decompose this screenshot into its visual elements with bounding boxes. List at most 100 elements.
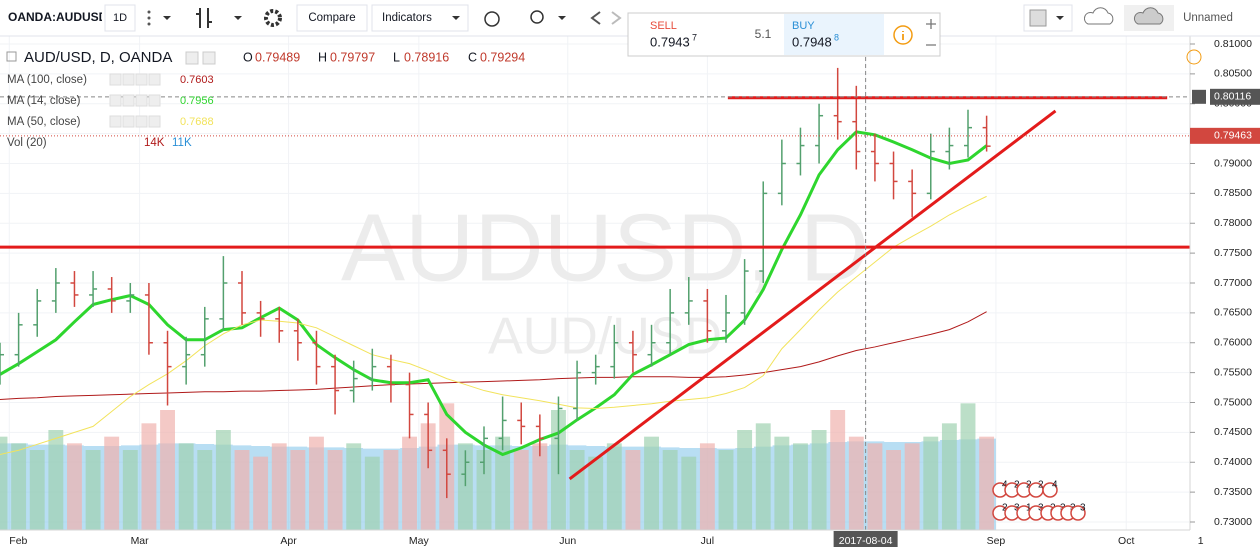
ma-control[interactable] — [148, 73, 161, 86]
volume-bar — [178, 443, 194, 530]
volume-bar — [662, 450, 678, 530]
undo-button[interactable] — [590, 11, 601, 25]
volume-bar — [625, 450, 641, 530]
buy-label: BUY — [792, 20, 815, 32]
dropdown-arrow[interactable] — [163, 16, 171, 20]
ma-control[interactable] — [122, 73, 135, 86]
volume-bar — [830, 410, 846, 530]
dropdown-arrow[interactable] — [452, 16, 460, 20]
ma-legend: MA (100, close) 0.7603 MA (14, close) 0.795… — [7, 73, 214, 128]
volume-bar — [11, 443, 27, 530]
volume-bar — [29, 450, 45, 530]
settings-button[interactable] — [264, 9, 282, 27]
watermark-sub: AUD/USD — [488, 308, 722, 366]
load-button[interactable] — [1083, 7, 1114, 25]
volume-bar — [718, 450, 734, 530]
volume-bar — [346, 443, 362, 530]
ma-control[interactable] — [109, 73, 122, 86]
qty-buttons[interactable] — [926, 19, 936, 46]
volume-bar — [755, 423, 771, 530]
volume-bar — [122, 450, 138, 530]
ohlc-value: 0.79294 — [480, 50, 525, 64]
compare-button[interactable] — [296, 4, 368, 32]
trend-line — [568, 109, 1057, 481]
collapse-icon[interactable] — [6, 51, 17, 62]
volume-bar — [0, 436, 8, 530]
volume-bar — [290, 450, 306, 530]
alert-icon[interactable] — [1186, 49, 1202, 65]
ma-value: 0.7603 — [180, 74, 214, 86]
symbol-input[interactable]: OANDA:AUDUSD — [8, 10, 108, 24]
ma-control[interactable] — [122, 94, 135, 107]
alert-button[interactable] — [484, 11, 500, 27]
info-icon[interactable] — [893, 25, 913, 45]
sell-button[interactable] — [644, 14, 742, 55]
last-price-label: 0.79463 — [1214, 130, 1252, 142]
volume-bar — [979, 436, 995, 530]
y-tick-label: 0.77000 — [1214, 277, 1252, 289]
volume-bar — [793, 443, 808, 530]
crosshair-price-tag — [1210, 88, 1260, 105]
bar-style-icon[interactable] — [196, 8, 212, 28]
volume-bar — [234, 450, 250, 530]
y-tick-label: 0.76500 — [1214, 307, 1252, 319]
volume-bar — [85, 450, 101, 530]
x-tick-label: 1 — [1198, 535, 1204, 547]
compare-label: Compare — [308, 12, 355, 24]
volume-bar — [495, 436, 511, 530]
chart-type-button[interactable] — [1023, 4, 1073, 32]
ma-control[interactable] — [109, 115, 122, 128]
indicators-button[interactable] — [371, 4, 469, 32]
ma-control[interactable] — [148, 115, 161, 128]
save-button[interactable] — [1133, 7, 1164, 25]
crosshair-price-label: 0.80116 — [1214, 91, 1251, 103]
ma-control[interactable] — [135, 94, 148, 107]
dropdown-arrow[interactable] — [234, 16, 242, 20]
layout-name[interactable]: Unnamed — [1183, 12, 1233, 24]
y-tick-label: 0.80500 — [1214, 68, 1252, 80]
ma-name: MA (50, close) — [7, 116, 81, 128]
buy-button[interactable] — [784, 14, 884, 55]
dropdown-arrow[interactable] — [558, 16, 566, 20]
ma-line — [0, 130, 988, 457]
event-count: 3 — [1038, 503, 1044, 514]
volume-bar — [774, 436, 790, 530]
volume-bar — [588, 456, 604, 530]
ma-value: 0.7688 — [180, 116, 214, 128]
volume-bar — [271, 443, 287, 530]
ma-value: 0.7956 — [180, 95, 214, 107]
event-count: 4 — [1052, 480, 1058, 491]
x-tick-label: Mar — [131, 535, 150, 547]
volume-bar — [848, 436, 864, 530]
volume-bar — [476, 450, 492, 530]
dropdown-arrow[interactable] — [1056, 16, 1064, 20]
theme-button[interactable] — [530, 10, 544, 24]
eye-icon[interactable] — [185, 51, 199, 65]
volume-bar — [960, 403, 976, 530]
volume-bar — [867, 443, 883, 530]
ohlc-label: L — [393, 50, 400, 64]
volume-bar — [811, 430, 827, 530]
x-tick-label: Feb — [9, 535, 27, 547]
y-tick-label: 0.74000 — [1214, 456, 1252, 468]
interval-button[interactable] — [104, 4, 136, 32]
menu-dot[interactable] — [147, 10, 151, 14]
redo-button[interactable] — [611, 11, 622, 25]
indicators-label: Indicators — [382, 12, 432, 24]
x-tick-label: Apr — [280, 535, 297, 547]
sell-label: SELL — [650, 20, 677, 32]
ma-control[interactable] — [109, 94, 122, 107]
ma-control[interactable] — [135, 115, 148, 128]
ma-control[interactable] — [148, 94, 161, 107]
ma-control[interactable] — [122, 115, 135, 128]
ohlc-label: O — [243, 50, 253, 64]
crosshair-plus[interactable] — [1192, 89, 1206, 104]
event-icon — [1070, 505, 1086, 521]
settings-icon[interactable] — [202, 51, 216, 65]
y-tick-label: 0.73000 — [1214, 516, 1252, 528]
x-tick-label: 2017-08-04 — [839, 535, 893, 547]
symbol-box[interactable]: OANDA:AUDUSD — [8, 10, 108, 24]
ma-control[interactable] — [135, 73, 148, 86]
legend: AUD/USD, D, OANDA O 0.79489 H 0.79797 L … — [6, 49, 1202, 149]
